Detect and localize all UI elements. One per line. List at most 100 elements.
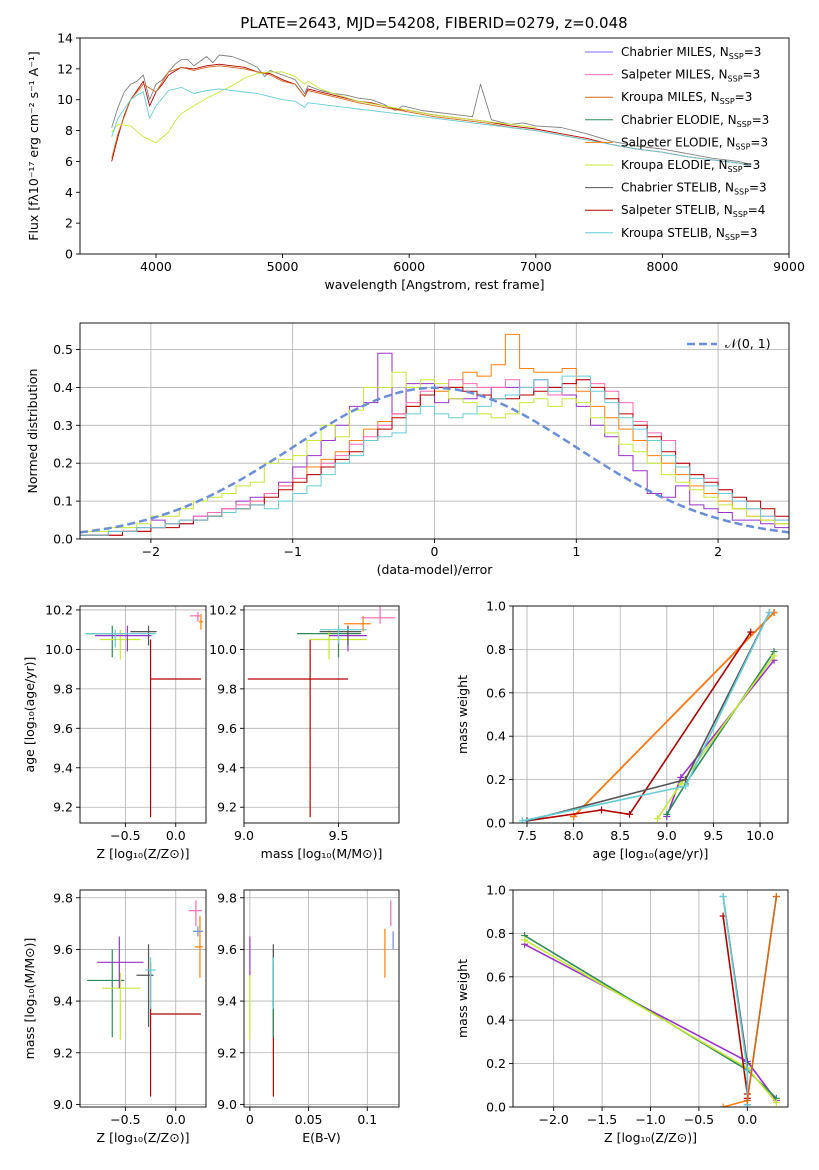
y-tick-label: 1.0 (486, 883, 506, 898)
y-tick-label: 4 (65, 185, 73, 200)
x-tick-label: 9000 (773, 259, 805, 274)
x-tick-label: 8.0 (564, 828, 584, 843)
chart-weight-vs-Z: −2.0 −1.5 −1.0 −0.5 0.0 0.0 0.2 0.4 0.6 0.8 1.0 Z [… (455, 883, 789, 1145)
y-axis-label: mass weight (455, 675, 470, 754)
axes-frame (243, 889, 400, 1108)
y-tick-label: 14 (57, 31, 73, 46)
x-axis-label: mass [log₁₀(M/M⊙)] (261, 846, 383, 861)
x-tick-label: −0.5 (110, 1112, 140, 1127)
y-tick-label: 0.0 (486, 1100, 506, 1115)
y-tick-label: 9.0 (217, 1097, 237, 1112)
x-tick-label: 9.5 (329, 828, 349, 843)
legend-entry: Salpeter STELIB, NSSP=4 (621, 203, 765, 219)
axes-frame (512, 605, 789, 824)
x-axis-label: Z [log₁₀(Z/Z⊙)] (604, 1130, 697, 1145)
y-axis-label: mass [log₁₀(M/M⊙)] (22, 938, 37, 1060)
series-line-4 (111, 86, 752, 167)
chart-residuals: −2 −1 0 1 2 0.0 0.1 0.2 0.3 0.4 0.5 (data-model)/er… (25, 322, 790, 577)
x-tick-label: 0.05 (295, 1112, 323, 1127)
y-tick-label: 9.6 (217, 942, 237, 957)
y-tick-label: 9.6 (217, 721, 237, 736)
plots-layer: 4000 5000 6000 7000 8000 900002468101214wavel… (22, 31, 805, 1146)
y-tick-label: 10.2 (209, 602, 237, 617)
y-tick-label: 9.2 (53, 800, 73, 815)
y-tick-label: 9.6 (53, 942, 73, 957)
y-tick-label: 9.4 (53, 760, 73, 775)
y-tick-label: 9.6 (53, 721, 73, 736)
x-tick-label: −1.0 (635, 1112, 665, 1127)
y-tick-label: 9.8 (217, 681, 237, 696)
plot-area (521, 893, 780, 1107)
y-tick-label: 0.2 (53, 456, 73, 471)
x-axis-label: wavelength [Angstrom, rest frame] (324, 277, 544, 292)
chart-spectrum: 4000 5000 6000 7000 8000 9000 0 2 4 6 8 10 12 14 wavel… (26, 31, 805, 293)
x-tick-label: −0.5 (110, 828, 140, 843)
legend-entry: Chabrier STELIB, NSSP=3 (621, 181, 767, 197)
x-axis-label: Z [log₁₀(Z/Z⊙)] (97, 846, 190, 861)
series-line-3 (722, 915, 749, 1099)
histogram-5 (80, 375, 789, 539)
plot-area (85, 611, 203, 818)
y-tick-label: 0.0 (486, 816, 506, 831)
series-line-0 (111, 54, 752, 165)
series-line-5 (666, 659, 775, 817)
y-axis-label: Flux [fλ10⁻¹⁷ erg cm⁻² s⁻¹ A⁻¹] (26, 51, 41, 240)
chart-age-vs-mass: 9.0 9.5 9.2 9.4 9.6 9.8 10.0 10.2 mass [log₁₀(M/… (209, 602, 400, 861)
x-tick-label: 0.0 (737, 1112, 757, 1127)
y-axis-label: mass weight (455, 959, 470, 1038)
x-tick-label: 9.5 (703, 828, 723, 843)
y-tick-label: 10.0 (45, 642, 73, 657)
y-tick-label: 9.2 (217, 800, 237, 815)
y-tick-label: 10.2 (45, 602, 73, 617)
x-axis-label: E(B-V) (302, 1130, 341, 1145)
legend-entry: Chabrier ELODIE, NSSP=3 (621, 113, 769, 129)
y-tick-label: 10.0 (209, 642, 237, 657)
gaussian-curve (80, 386, 789, 534)
x-tick-label: 0.0 (166, 828, 186, 843)
x-tick-label: 8000 (646, 259, 678, 274)
y-tick-label: 9.8 (217, 890, 237, 905)
y-tick-label: 9.2 (53, 1045, 73, 1060)
legend-entry: Chabrier MILES, NSSP=3 (621, 45, 761, 61)
series-line-3 (111, 71, 536, 144)
axes-frame (79, 37, 790, 255)
legend-entry: Salpeter MILES, NSSP=3 (621, 68, 760, 84)
x-tick-label: 0 (431, 544, 439, 559)
y-tick-label: 9.4 (217, 760, 237, 775)
series-line-4 (526, 631, 752, 822)
x-tick-label: −1.5 (587, 1112, 617, 1127)
x-tick-label: 9.0 (657, 828, 677, 843)
x-tick-label: 1 (572, 544, 580, 559)
y-tick-label: 1.0 (486, 599, 506, 614)
x-tick-label: 10.0 (746, 828, 774, 843)
x-tick-label: 7000 (520, 259, 552, 274)
y-tick-label: 0.6 (486, 969, 506, 984)
x-tick-label: 7.5 (517, 828, 537, 843)
series-line-8 (526, 612, 771, 822)
series-line-6 (722, 896, 778, 1107)
y-tick-label: 0.4 (53, 380, 73, 395)
y-tick-label: 0.2 (486, 1056, 506, 1071)
chart-mass-vs-Z: −0.5 0.0 9.0 9.2 9.4 9.6 9.8 Z [log₁₀(Z/Z⊙)] mas… (22, 889, 207, 1145)
legend-entry: Kroupa ELODIE, NSSP=3 (621, 158, 760, 174)
legend-entry: Salpeter ELODIE, NSSP=3 (621, 135, 768, 151)
y-tick-label: 0.5 (53, 342, 73, 357)
plot-area (111, 54, 752, 167)
y-tick-label: 0.4 (486, 1013, 506, 1028)
plot-area (249, 900, 394, 1097)
x-tick-label: 2 (714, 544, 722, 559)
legend-entry: Kroupa MILES, NSSP=3 (621, 90, 752, 106)
plot-area (87, 900, 203, 1097)
x-tick-label: −2 (142, 544, 160, 559)
x-tick-label: 9.0 (234, 828, 254, 843)
series-line-2 (111, 65, 587, 159)
figure-title: PLATE=2643, MJD=54208, FIBERID=0279, z=0… (240, 14, 627, 32)
axes-frame (79, 889, 207, 1108)
x-tick-label: 0 (246, 1112, 254, 1127)
y-tick-label: 0.8 (486, 926, 506, 941)
axes-frame (79, 605, 207, 824)
y-tick-label: 0 (65, 247, 73, 262)
y-tick-label: 9.2 (217, 1045, 237, 1060)
y-tick-label: 12 (57, 61, 73, 76)
plot-area (247, 606, 396, 818)
